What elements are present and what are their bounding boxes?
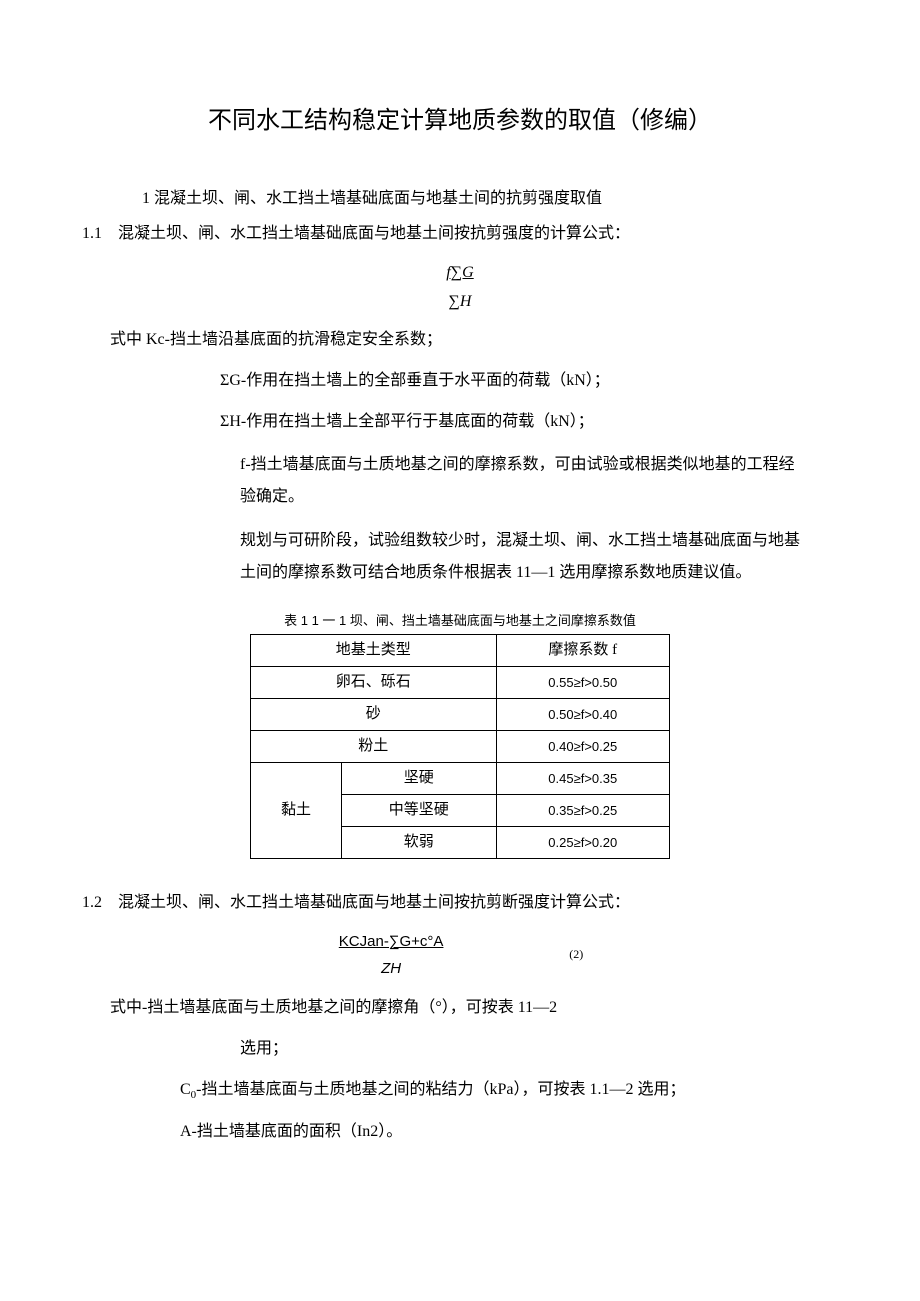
header-friction: 摩擦系数 f [496,635,669,667]
section1-heading: 1 混凝土坝、闸、水工挡土墙基础底面与地基土间的抗剪强度取值 [110,185,810,214]
row-gravel: 卵石、砾石 [251,667,497,699]
row-sand-f: 0.50≥f>0.40 [496,699,669,731]
clay-medium: 中等坚硬 [342,795,497,827]
formula1-denominator: ∑H [444,288,475,317]
def-sigma-g: ΣG-作用在挡土墙上的全部垂直于水平面的荷载（kN）； [220,367,810,396]
table-caption: 表 1 1 一 1 坝、闸、挡土墙基础底面与地基土之间摩擦系数值 [110,609,810,632]
c0-text: -挡土墙基底面与土质地基之间的粘结力（kPa），可按表 1.1—2 选用； [196,1081,685,1098]
formula2-numerator: KCJan-∑G+c°A [337,928,446,955]
formula-2: KCJan-∑G+c°A ZH (2) [110,928,810,982]
clay-hard-f: 0.45≥f>0.35 [496,763,669,795]
def-kc: 式中 Kc-挡土墙沿基底面的抗滑稳定安全系数； [110,326,810,355]
table-row: 黏土 坚硬 0.45≥f>0.35 [251,763,670,795]
subsection-1-2: 1.2 混凝土坝、闸、水工挡土墙基础底面与地基土间按抗剪断强度计算公式： [82,889,810,918]
clay-hard: 坚硬 [342,763,497,795]
row-sand: 砂 [251,699,497,731]
def-phi-cont: 选用； [240,1035,810,1064]
clay-medium-f: 0.35≥f>0.25 [496,795,669,827]
row-gravel-f: 0.55≥f>0.50 [496,667,669,699]
def-c0: C0-挡土墙基底面与土质地基之间的粘结力（kPa），可按表 1.1—2 选用； [180,1076,810,1106]
row-silt: 粉土 [251,731,497,763]
c0-label: C [180,1081,191,1098]
table-header-row: 地基土类型 摩擦系数 f [251,635,670,667]
formula-1: f∑G ∑H [110,259,810,317]
table-row: 砂 0.50≥f>0.40 [251,699,670,731]
def-sigma-h: ΣH-作用在挡土墙上全部平行于基底面的荷载（kN）； [220,408,810,437]
def-note: 规划与可研阶段，试验组数较少时，混凝土坝、闸、水工挡土墙基础底面与地基土间的摩擦… [240,525,810,589]
formula2-denominator: ZH [337,955,446,982]
def-phi: 式中-挡土墙基底面与土质地基之间的摩擦角（°），可按表 11—2 [110,994,810,1023]
def-f: f-挡土墙基底面与土质地基之间的摩擦系数，可由试验或根据类似地基的工程经验确定。 [240,449,810,513]
table-row: 卵石、砾石 0.55≥f>0.50 [251,667,670,699]
clay-soft-f: 0.25≥f>0.20 [496,827,669,859]
friction-table: 地基土类型 摩擦系数 f 卵石、砾石 0.55≥f>0.50 砂 0.50≥f>… [250,634,670,859]
subsection-1-1: 1.1 混凝土坝、闸、水工挡土墙基础底面与地基土间按抗剪强度的计算公式： [82,220,810,249]
formula1-numerator: f∑G [444,259,475,288]
page-title: 不同水工结构稳定计算地质参数的取值（修编） [110,100,810,143]
header-soil-type: 地基土类型 [251,635,497,667]
row-clay-label: 黏土 [251,763,342,859]
def-a: A-挡土墙基底面的面积（In2）。 [180,1118,810,1147]
clay-soft: 软弱 [342,827,497,859]
row-silt-f: 0.40≥f>0.25 [496,731,669,763]
equation-number-2: (2) [569,944,583,966]
table-row: 粉土 0.40≥f>0.25 [251,731,670,763]
